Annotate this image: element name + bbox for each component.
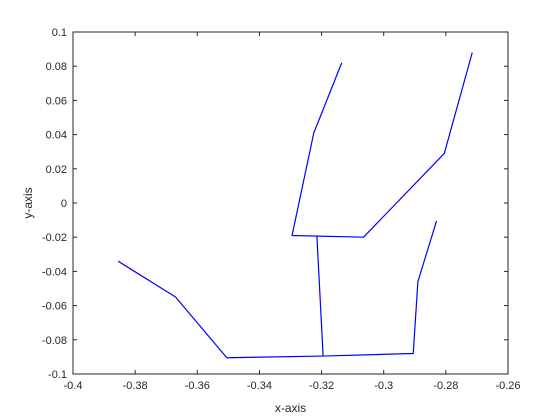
x-tick-label: -0.4 bbox=[64, 380, 83, 392]
y-tick-label: 0.02 bbox=[46, 164, 67, 176]
y-axis-ticks: 0.1 0.08 0.06 0.04 0.02 0 -0.02 -0.04 -0.06 -0.08… bbox=[42, 27, 508, 381]
y-axis-label: y-axis bbox=[21, 187, 35, 218]
plot-area bbox=[72, 31, 509, 375]
y-tick-label: 0.1 bbox=[52, 27, 67, 39]
y-tick-label: -0.08 bbox=[42, 335, 67, 347]
x-tick-label: -0.26 bbox=[495, 380, 520, 392]
y-tick-label: -0.04 bbox=[42, 266, 67, 278]
y-tick-label: 0.08 bbox=[46, 61, 67, 73]
x-axis-label: x-axis bbox=[275, 401, 306, 415]
y-tick-label: -0.02 bbox=[42, 232, 67, 244]
y-tick-label: 0.06 bbox=[46, 95, 67, 107]
x-tick-label: -0.34 bbox=[247, 380, 272, 392]
x-tick-label: -0.3 bbox=[374, 380, 393, 392]
y-tick-label: 0.04 bbox=[46, 130, 67, 142]
x-tick-label: -0.38 bbox=[123, 380, 148, 392]
y-tick-label: -0.06 bbox=[42, 301, 67, 313]
series-group bbox=[117, 52, 473, 359]
x-axis-ticks: -0.4 -0.38 -0.36 -0.34 -0.32 -0.3 -0.28 -0.26 bbox=[64, 32, 521, 392]
series-line-2 bbox=[316, 236, 324, 357]
series-line-3 bbox=[291, 52, 473, 238]
y-tick-label: 0 bbox=[61, 198, 67, 210]
y-tick-label: -0.1 bbox=[48, 369, 67, 381]
x-tick-label: -0.28 bbox=[433, 380, 458, 392]
x-tick-label: -0.32 bbox=[309, 380, 334, 392]
x-tick-label: -0.36 bbox=[185, 380, 210, 392]
